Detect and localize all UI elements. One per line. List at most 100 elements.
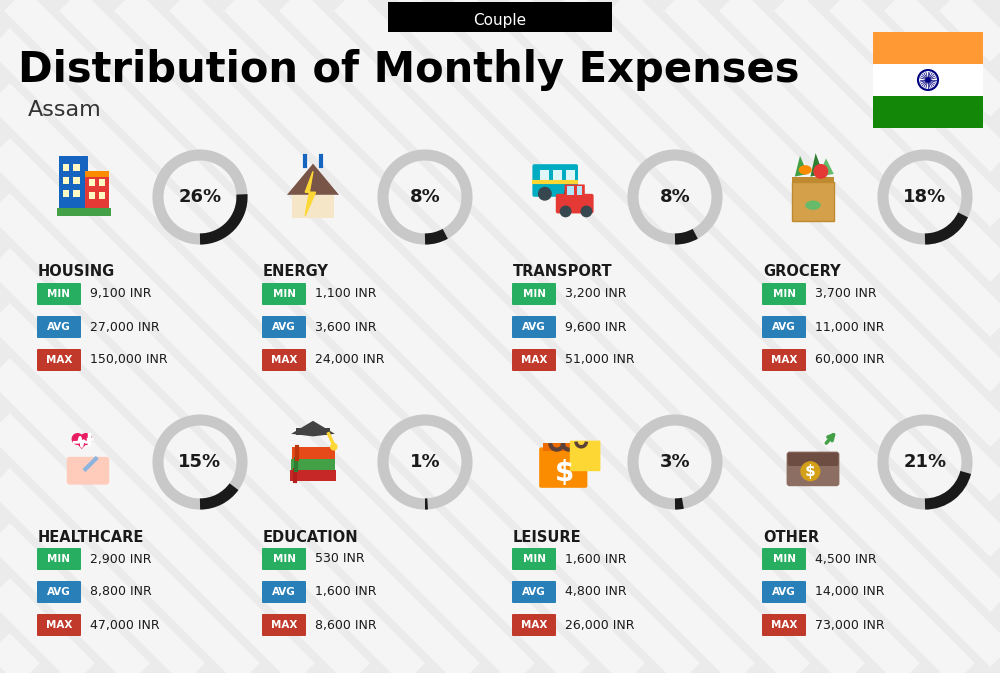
Polygon shape	[810, 153, 823, 176]
Circle shape	[331, 444, 337, 450]
FancyBboxPatch shape	[512, 283, 556, 305]
Text: 3,600 INR: 3,600 INR	[315, 320, 376, 334]
Circle shape	[926, 78, 930, 82]
FancyBboxPatch shape	[762, 283, 806, 305]
Text: Couple: Couple	[473, 13, 527, 28]
Text: MAX: MAX	[521, 355, 547, 365]
Polygon shape	[818, 158, 834, 176]
Text: 1,600 INR: 1,600 INR	[565, 553, 626, 565]
Text: 26%: 26%	[178, 188, 222, 206]
FancyBboxPatch shape	[262, 614, 306, 636]
FancyBboxPatch shape	[290, 470, 336, 481]
Text: 1,600 INR: 1,600 INR	[315, 586, 376, 598]
Text: MIN: MIN	[772, 554, 796, 564]
FancyBboxPatch shape	[37, 283, 81, 305]
Circle shape	[539, 188, 551, 200]
Text: 8,600 INR: 8,600 INR	[315, 618, 377, 631]
FancyBboxPatch shape	[565, 184, 585, 198]
FancyBboxPatch shape	[89, 179, 95, 186]
Text: AVG: AVG	[272, 587, 296, 597]
Text: AVG: AVG	[522, 587, 546, 597]
FancyBboxPatch shape	[99, 179, 105, 186]
Text: MIN: MIN	[48, 554, 70, 564]
Text: MAX: MAX	[46, 355, 72, 365]
Text: MIN: MIN	[772, 289, 796, 299]
FancyBboxPatch shape	[873, 64, 983, 96]
Text: 14,000 INR: 14,000 INR	[815, 586, 885, 598]
Circle shape	[814, 165, 828, 178]
Text: MAX: MAX	[271, 355, 297, 365]
FancyBboxPatch shape	[73, 176, 80, 184]
FancyBboxPatch shape	[540, 170, 549, 180]
Text: 27,000 INR: 27,000 INR	[90, 320, 160, 334]
FancyBboxPatch shape	[262, 548, 306, 570]
Text: AVG: AVG	[772, 587, 796, 597]
FancyBboxPatch shape	[296, 427, 330, 435]
Text: LEISURE: LEISURE	[513, 530, 582, 544]
FancyBboxPatch shape	[873, 96, 983, 128]
FancyBboxPatch shape	[762, 548, 806, 570]
FancyBboxPatch shape	[787, 452, 839, 486]
FancyBboxPatch shape	[762, 581, 806, 603]
Text: MIN: MIN	[48, 289, 70, 299]
FancyBboxPatch shape	[556, 194, 594, 213]
FancyBboxPatch shape	[67, 457, 109, 485]
Text: 8%: 8%	[660, 188, 690, 206]
Circle shape	[565, 188, 577, 200]
Text: 2,900 INR: 2,900 INR	[90, 553, 152, 565]
Polygon shape	[287, 164, 339, 194]
Text: Assam: Assam	[28, 100, 102, 120]
Text: 1,100 INR: 1,100 INR	[315, 287, 376, 301]
FancyBboxPatch shape	[262, 316, 306, 338]
Text: MIN: MIN	[522, 289, 546, 299]
Text: 3,700 INR: 3,700 INR	[815, 287, 877, 301]
Text: MAX: MAX	[271, 620, 297, 630]
FancyBboxPatch shape	[291, 459, 335, 470]
Text: $: $	[805, 464, 816, 479]
Text: 9,600 INR: 9,600 INR	[565, 320, 626, 334]
FancyBboxPatch shape	[85, 172, 109, 208]
Text: 51,000 INR: 51,000 INR	[565, 353, 635, 367]
Text: 21%: 21%	[903, 453, 947, 471]
Circle shape	[81, 433, 91, 444]
FancyBboxPatch shape	[73, 164, 80, 172]
Text: 26,000 INR: 26,000 INR	[565, 618, 635, 631]
FancyBboxPatch shape	[792, 176, 834, 183]
FancyBboxPatch shape	[73, 190, 80, 197]
FancyBboxPatch shape	[63, 164, 69, 172]
Text: 1%: 1%	[410, 453, 440, 471]
FancyBboxPatch shape	[512, 548, 556, 570]
FancyBboxPatch shape	[512, 614, 556, 636]
Text: 3,200 INR: 3,200 INR	[565, 287, 626, 301]
Text: AVG: AVG	[272, 322, 296, 332]
Text: 150,000 INR: 150,000 INR	[90, 353, 168, 367]
FancyBboxPatch shape	[57, 208, 111, 215]
FancyBboxPatch shape	[512, 349, 556, 371]
FancyBboxPatch shape	[63, 190, 69, 197]
FancyBboxPatch shape	[788, 453, 838, 466]
Text: HOUSING: HOUSING	[38, 264, 115, 279]
Circle shape	[560, 206, 571, 217]
Text: 11,000 INR: 11,000 INR	[815, 320, 885, 334]
Text: MIN: MIN	[272, 289, 296, 299]
Text: TRANSPORT: TRANSPORT	[513, 264, 613, 279]
FancyBboxPatch shape	[85, 172, 109, 176]
FancyBboxPatch shape	[762, 349, 806, 371]
FancyBboxPatch shape	[762, 316, 806, 338]
Text: AVG: AVG	[522, 322, 546, 332]
Text: 3%: 3%	[660, 453, 690, 471]
FancyBboxPatch shape	[262, 349, 306, 371]
Text: Distribution of Monthly Expenses: Distribution of Monthly Expenses	[18, 49, 800, 91]
Text: 73,000 INR: 73,000 INR	[815, 618, 885, 631]
Text: HEALTHCARE: HEALTHCARE	[38, 530, 144, 544]
Text: AVG: AVG	[47, 322, 71, 332]
FancyBboxPatch shape	[292, 194, 334, 218]
FancyBboxPatch shape	[762, 614, 806, 636]
FancyBboxPatch shape	[532, 164, 578, 197]
Text: 24,000 INR: 24,000 INR	[315, 353, 384, 367]
Text: ENERGY: ENERGY	[263, 264, 329, 279]
Text: AVG: AVG	[47, 587, 71, 597]
Text: MIN: MIN	[272, 554, 296, 564]
Text: MIN: MIN	[522, 554, 546, 564]
Text: 47,000 INR: 47,000 INR	[90, 618, 160, 631]
